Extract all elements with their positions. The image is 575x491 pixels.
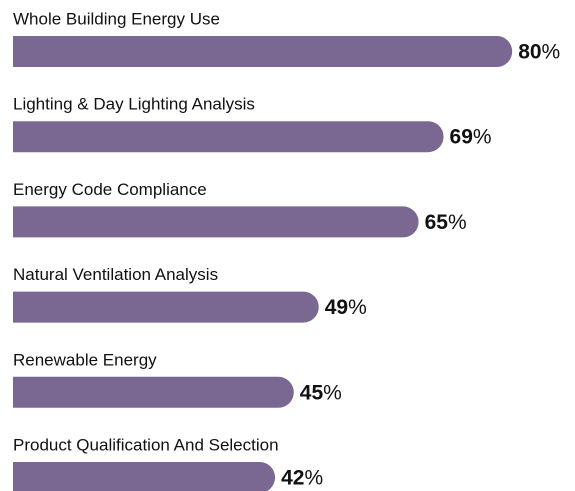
bar bbox=[13, 462, 275, 491]
category-label: Natural Ventilation Analysis bbox=[13, 265, 218, 284]
category-label: Product Qualification And Selection bbox=[13, 435, 279, 454]
category-label: Lighting & Day Lighting Analysis bbox=[13, 95, 255, 114]
value-label: 69% bbox=[450, 125, 492, 148]
value-label: 80% bbox=[518, 40, 560, 63]
value-label: 65% bbox=[425, 210, 467, 233]
bar bbox=[13, 376, 294, 408]
bar bbox=[13, 121, 444, 153]
category-label: Whole Building Energy Use bbox=[13, 9, 220, 28]
category-label: Renewable Energy bbox=[13, 350, 157, 369]
bar bbox=[13, 291, 319, 323]
value-label: 45% bbox=[300, 381, 342, 404]
bar bbox=[13, 206, 419, 238]
value-label: 49% bbox=[325, 296, 367, 319]
value-label: 42% bbox=[281, 466, 323, 489]
category-label: Energy Code Compliance bbox=[13, 180, 207, 199]
bar bbox=[13, 36, 513, 67]
